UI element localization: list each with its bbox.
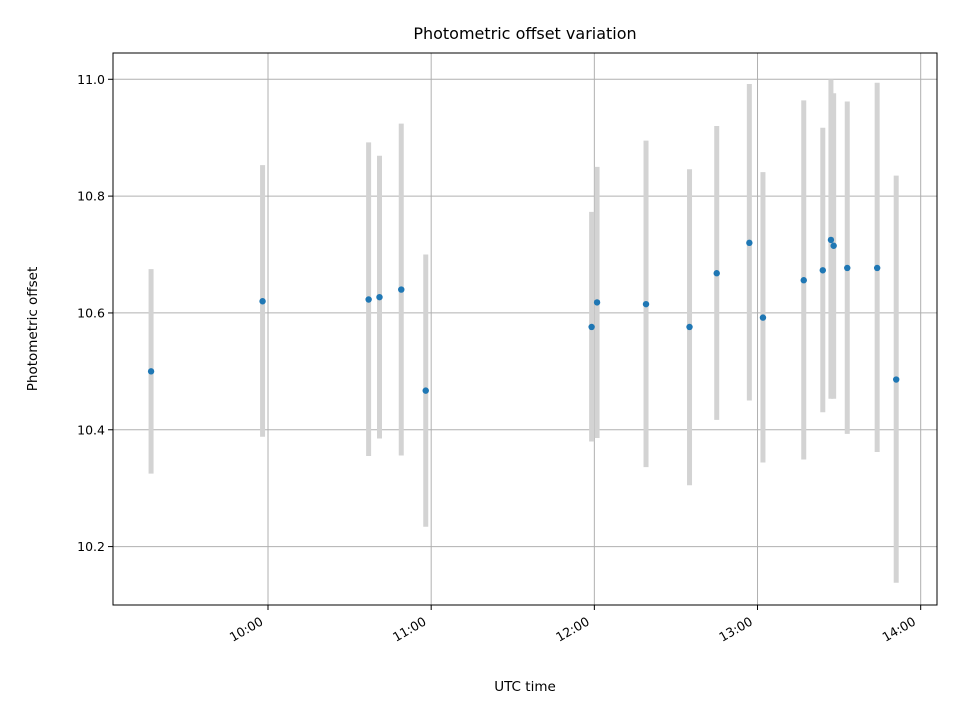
data-point	[893, 376, 900, 383]
data-point	[686, 323, 693, 331]
data-point	[588, 323, 595, 331]
y-tick-label: 10.8	[77, 189, 105, 204]
data-point	[819, 267, 826, 274]
data-point	[800, 277, 807, 284]
data-point	[642, 300, 650, 308]
data-point	[844, 264, 851, 272]
grid	[113, 53, 937, 605]
data-point	[759, 314, 767, 321]
data-point	[827, 236, 835, 244]
data-point	[873, 264, 881, 272]
y-tick-label: 10.6	[77, 305, 105, 320]
data-point	[713, 270, 720, 277]
data-point	[593, 299, 601, 306]
y-tick-label: 10.2	[77, 539, 105, 554]
data-point	[398, 286, 405, 293]
chart-title: Photometric offset variation	[413, 24, 636, 43]
data-points	[147, 236, 900, 394]
data-point	[830, 242, 837, 249]
data-point	[376, 293, 383, 301]
plot-frame	[112, 52, 938, 606]
data-point	[422, 387, 429, 394]
data-point	[147, 368, 155, 375]
y-axis-label: Photometric offset	[25, 267, 41, 391]
data-point	[746, 239, 753, 247]
x-axis-label: UTC time	[494, 679, 556, 695]
y-tick-label: 11.0	[77, 72, 105, 87]
y-tick-label: 10.4	[77, 422, 105, 437]
data-point	[365, 296, 372, 303]
data-point	[259, 298, 266, 305]
